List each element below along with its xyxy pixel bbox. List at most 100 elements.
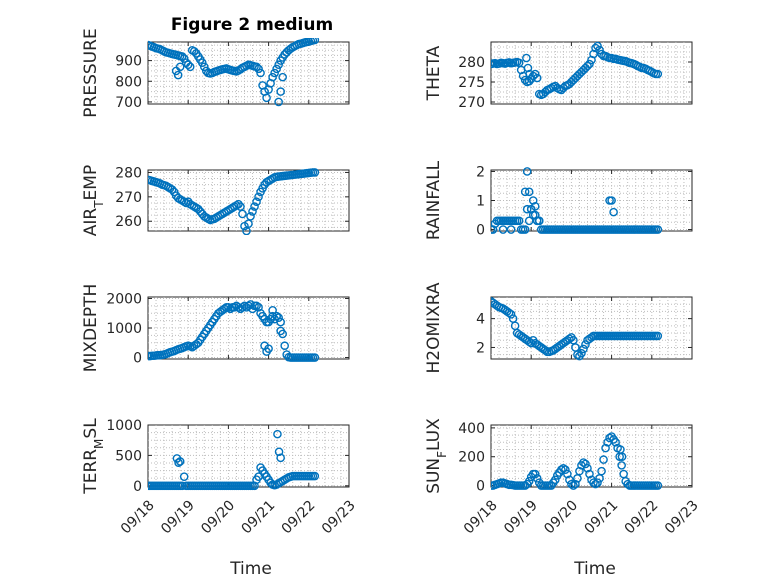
data-point-sun_flux — [530, 469, 540, 479]
data-point-pressure — [308, 38, 318, 45]
data-point-theta — [530, 69, 540, 79]
data-point-sun_flux — [524, 476, 534, 486]
data-point-rainfall — [534, 216, 544, 226]
y-tick-label-h2omixra: 4 — [476, 312, 485, 328]
data-point-sun_flux — [567, 479, 576, 489]
data-point-sun_flux — [563, 469, 572, 479]
data-point-theta — [583, 61, 592, 71]
data-point-pressure — [268, 72, 277, 82]
data-point-terr_msl — [276, 453, 285, 463]
data-point-air_temp — [310, 168, 320, 177]
y-tick-label-rainfall: 1 — [476, 194, 485, 210]
data-point-theta — [585, 59, 594, 69]
y-axis-label-pressure: PRESSURE — [81, 28, 101, 117]
y-tick-label-theta: 270 — [458, 95, 485, 111]
data-point-pressure — [272, 64, 281, 74]
data-point-mixdepth — [310, 353, 320, 362]
data-point-rainfall — [528, 196, 538, 205]
data-point-terr_msl — [177, 481, 187, 491]
data-point-sun_flux — [581, 459, 590, 469]
data-point-rainfall — [491, 225, 496, 234]
data-point-terr_msl — [273, 429, 282, 439]
data-point-h2omixra — [540, 346, 550, 355]
data-point-pressure — [278, 72, 287, 82]
data-point-rainfall — [609, 207, 618, 217]
data-point-sun_flux — [653, 481, 663, 490]
data-point-air_temp — [167, 185, 177, 194]
y-tick-label-terr_msl: 500 — [115, 448, 142, 464]
y-tick-label-pressure: 800 — [115, 74, 142, 90]
data-point-sun_flux — [601, 443, 610, 453]
data-point-pressure — [189, 47, 199, 56]
data-point-mixdepth — [280, 341, 289, 351]
data-point-pressure — [185, 62, 195, 72]
data-point-sun_flux — [569, 481, 578, 490]
data-point-h2omixra — [581, 340, 590, 349]
figure-title: Figure 2 medium — [171, 15, 333, 35]
data-point-terr_msl — [175, 457, 185, 466]
data-point-terr_msl — [274, 447, 284, 457]
data-point-terr_msl — [148, 481, 153, 491]
data-point-pressure — [179, 54, 189, 63]
data-point-mixdepth — [276, 326, 285, 336]
data-point-sun_flux — [571, 479, 580, 489]
data-point-rainfall — [522, 167, 532, 176]
markers-mixdepth — [148, 300, 320, 362]
data-point-theta — [525, 69, 534, 79]
data-point-pressure — [256, 68, 265, 78]
data-point-sun_flux — [605, 433, 614, 443]
data-point-rainfall — [524, 216, 534, 226]
y-tick-label-sun_flux: 200 — [458, 450, 485, 466]
markers-h2omixra — [491, 297, 663, 361]
y-axis-label-h2omixra: H2OMIXRA — [424, 282, 444, 373]
y-tick-label-air_temp: 280 — [115, 165, 142, 181]
axes-box-h2omixra — [490, 296, 693, 360]
data-point-sun_flux — [593, 478, 602, 487]
data-point-sun_flux — [597, 466, 606, 476]
data-point-mixdepth — [224, 303, 233, 312]
markers-rainfall — [491, 167, 663, 234]
subplot-grid: 700 800 900 PRESSURE 270 275 280 THETA 260 270 280… — [81, 28, 702, 537]
y-axis-label-theta: THETA — [424, 45, 444, 101]
data-point-mixdepth — [234, 303, 243, 312]
data-point-sun_flux — [579, 458, 588, 467]
data-point-h2omixra — [506, 310, 516, 319]
data-point-theta — [593, 41, 602, 51]
y-tick-label-theta: 280 — [458, 55, 485, 71]
data-point-sun_flux — [491, 481, 496, 490]
data-point-h2omixra — [573, 350, 582, 359]
data-point-rainfall — [526, 204, 536, 214]
y-axis-label-mixdepth: MIXDEPTH — [81, 284, 101, 373]
data-point-sun_flux — [585, 469, 594, 479]
y-axis-label-sun_flux: SUNFLUX — [424, 418, 449, 494]
data-point-theta — [491, 59, 496, 69]
subplot-rainfall: 0 1 2 RAINFALL — [424, 160, 693, 240]
markers-sun_flux — [491, 432, 663, 490]
data-point-pressure — [306, 38, 316, 46]
data-point-pressure — [274, 60, 283, 70]
data-point-rainfall — [506, 225, 516, 234]
data-point-mixdepth — [274, 313, 283, 322]
data-point-pressure — [173, 70, 183, 80]
x-axis-label-left: Time — [229, 559, 272, 579]
data-point-sun_flux — [611, 438, 620, 447]
data-point-rainfall — [530, 210, 540, 220]
markers-terr_msl — [148, 429, 320, 491]
data-point-air_temp — [238, 209, 247, 219]
markers-air_temp — [148, 168, 320, 235]
subplot-h2omixra: 2 4 H2OMIXRA — [424, 282, 693, 374]
markers-pressure — [148, 38, 320, 107]
data-point-pressure — [199, 62, 209, 72]
data-point-sun_flux — [532, 474, 542, 483]
data-point-pressure — [254, 64, 263, 74]
data-point-sun_flux — [565, 475, 574, 485]
data-point-sun_flux — [575, 466, 584, 476]
y-tick-label-mixdepth: 1000 — [106, 321, 142, 337]
data-point-rainfall — [491, 225, 498, 234]
data-point-mixdepth — [254, 303, 263, 312]
subplot-pressure: 700 800 900 PRESSURE — [81, 28, 350, 118]
subplot-theta: 270 275 280 THETA — [424, 41, 693, 111]
data-point-terr_msl — [310, 471, 320, 481]
subplot-mixdepth: 0 1000 2000 MIXDEPTH — [81, 284, 350, 373]
data-point-mixdepth — [268, 305, 277, 315]
